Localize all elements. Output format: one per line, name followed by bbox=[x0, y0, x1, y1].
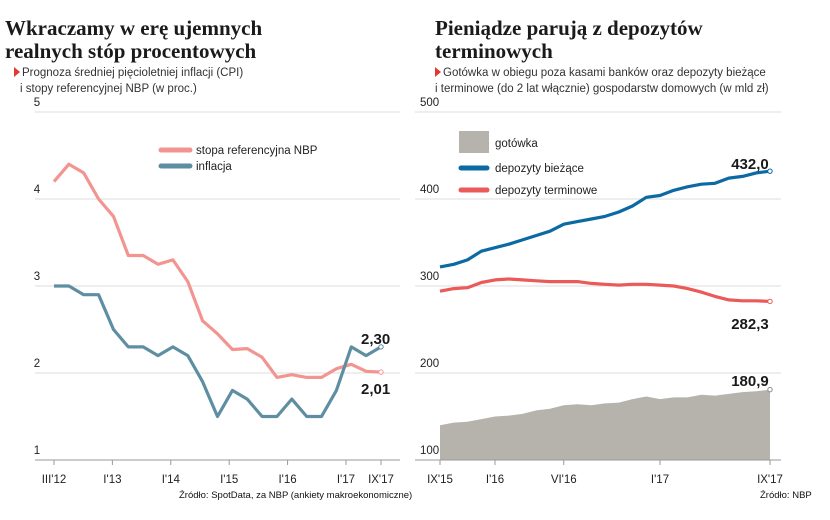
y-tick-label: 3 bbox=[34, 271, 40, 283]
end-value-label: 2,30 bbox=[361, 331, 390, 348]
end-value-label: 432,0 bbox=[731, 156, 769, 173]
area-series bbox=[440, 389, 770, 460]
x-tick-label: IX'15 bbox=[427, 474, 453, 486]
source-note: Źródło: SpotData, za NBP (ankiety makroe… bbox=[179, 490, 413, 501]
y-tick-label: 2 bbox=[34, 358, 40, 370]
triangle-marker-icon bbox=[14, 67, 20, 77]
x-tick-label: IX'17 bbox=[757, 474, 783, 486]
legend-label: stopa referencyjna NBP bbox=[196, 145, 318, 157]
chart-subtitle: Prognoza średniej pięcioletniej inflacji… bbox=[14, 65, 243, 97]
right-chart-panel: Pieniądze parują z depozytów terminowych… bbox=[415, 0, 830, 520]
legend-label: gotówka bbox=[495, 138, 538, 150]
subtitle-line: Prognoza średniej pięcioletniej inflacji… bbox=[14, 65, 243, 81]
x-tick-label: VI'16 bbox=[551, 474, 577, 486]
end-value-label: 2,01 bbox=[361, 381, 390, 398]
title-line: terminowych bbox=[435, 39, 553, 63]
chart-svg: 1 2 3 4 5 III'12 I'13 I'14 I'15 I'16 I'17 IX'17 2,01… bbox=[34, 97, 400, 486]
x-tick-label: I'16 bbox=[278, 474, 296, 486]
subtitle-text: Prognoza średniej pięcioletniej inflacji… bbox=[22, 67, 244, 79]
x-tick-label: IX'17 bbox=[368, 474, 394, 486]
title-line: realnych stóp procentowych bbox=[5, 39, 257, 63]
series-line bbox=[439, 277, 771, 303]
subtitle-line: Gotówka w obiegu poza kasami banków oraz… bbox=[435, 65, 769, 81]
x-tick-label: I'13 bbox=[103, 474, 121, 486]
left-chart-panel: Wkraczamy w erę ujemnych realnych stóp p… bbox=[5, 17, 413, 502]
chart-title: Wkraczamy w erę ujemnych realnych stóp p… bbox=[5, 17, 262, 63]
y-tick-label: 4 bbox=[34, 184, 41, 196]
end-point-marker bbox=[378, 369, 384, 375]
end-value-label: 180,9 bbox=[731, 373, 769, 390]
y-tick-label: 200 bbox=[420, 358, 439, 370]
x-tick-label: I'15 bbox=[220, 474, 238, 486]
x-tick-label: I'17 bbox=[337, 474, 355, 486]
end-point-marker bbox=[378, 344, 384, 350]
end-point-marker bbox=[767, 386, 773, 393]
y-tick-label: 100 bbox=[420, 445, 439, 457]
chart-svg: 100 200 300 400 500 180,9 432,0 282,3 IX'15 I'16 V… bbox=[415, 97, 783, 486]
source-note: Źródło: NBP bbox=[760, 490, 812, 501]
legend-label: inflacja bbox=[196, 161, 232, 173]
chart-subtitle: Gotówka w obiegu poza kasami banków oraz… bbox=[435, 65, 769, 97]
subtitle-line: i terminowe (do 2 lat włącznie) gospodar… bbox=[435, 83, 769, 95]
y-tick-label: 400 bbox=[420, 184, 439, 196]
legend-label: depozyty bieżące bbox=[495, 163, 584, 175]
end-value-label: 282,3 bbox=[731, 316, 769, 333]
legend-swatch bbox=[459, 131, 489, 153]
series-line bbox=[439, 169, 771, 269]
x-tick-label: III'12 bbox=[42, 474, 67, 486]
subtitle-line: i stopy referencyjnej NBP (w proc.) bbox=[20, 83, 197, 95]
x-tick-label: I'17 bbox=[651, 474, 669, 486]
y-tick-label: 300 bbox=[420, 271, 439, 283]
y-tick-label: 5 bbox=[34, 97, 40, 109]
x-tick-label: I'16 bbox=[486, 474, 504, 486]
triangle-marker-icon bbox=[435, 67, 441, 77]
title-line: Wkraczamy w erę ujemnych bbox=[5, 16, 263, 40]
end-point-marker bbox=[767, 298, 773, 305]
series-line bbox=[54, 284, 382, 419]
legend-label: depozyty terminowe bbox=[495, 185, 597, 197]
title-line: Pieniądze parują z depozytów bbox=[435, 16, 703, 40]
series-line bbox=[52, 162, 382, 379]
x-tick-label: I'14 bbox=[162, 474, 181, 486]
y-tick-label: 500 bbox=[420, 97, 439, 109]
subtitle-text: Gotówka w obiegu poza kasami banków oraz… bbox=[443, 67, 766, 79]
end-point-marker bbox=[767, 168, 773, 174]
y-tick-label: 1 bbox=[34, 445, 40, 457]
chart-title: Pieniądze parują z depozytów terminowych bbox=[435, 17, 703, 63]
